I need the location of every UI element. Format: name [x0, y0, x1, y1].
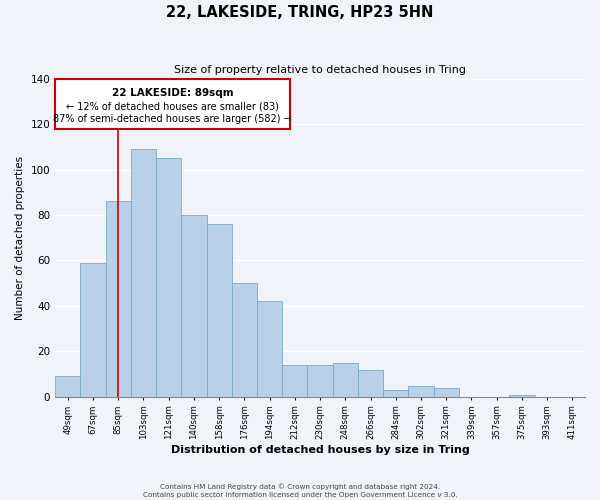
Bar [80, 263, 106, 397]
Text: 87% of semi-detached houses are larger (582) →: 87% of semi-detached houses are larger (… [53, 114, 292, 124]
Bar [332, 363, 358, 397]
Bar [383, 390, 409, 397]
Bar [55, 78, 290, 128]
Bar [206, 224, 232, 397]
Text: Contains HM Land Registry data © Crown copyright and database right 2024.
Contai: Contains HM Land Registry data © Crown c… [143, 484, 457, 498]
Bar [409, 386, 434, 397]
Text: 22, LAKESIDE, TRING, HP23 5HN: 22, LAKESIDE, TRING, HP23 5HN [166, 5, 434, 20]
Bar [282, 365, 307, 397]
X-axis label: Distribution of detached houses by size in Tring: Distribution of detached houses by size … [171, 445, 469, 455]
Bar [434, 388, 459, 397]
Y-axis label: Number of detached properties: Number of detached properties [15, 156, 25, 320]
Text: ← 12% of detached houses are smaller (83): ← 12% of detached houses are smaller (83… [66, 102, 279, 112]
Bar [358, 370, 383, 397]
Text: 22 LAKESIDE: 89sqm: 22 LAKESIDE: 89sqm [112, 88, 233, 98]
Bar [509, 394, 535, 397]
Title: Size of property relative to detached houses in Tring: Size of property relative to detached ho… [174, 65, 466, 75]
Bar [106, 202, 131, 397]
Bar [156, 158, 181, 397]
Bar [232, 283, 257, 397]
Bar [257, 302, 282, 397]
Bar [181, 215, 206, 397]
Bar [55, 376, 80, 397]
Bar [307, 365, 332, 397]
Bar [131, 149, 156, 397]
